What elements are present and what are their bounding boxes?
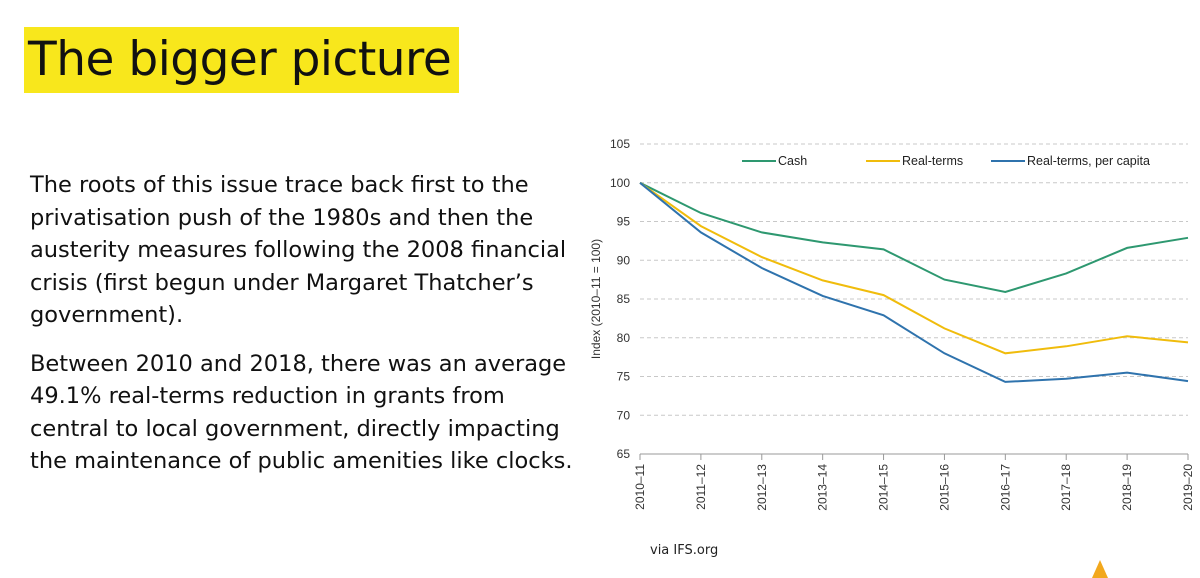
y-tick-label-80: 80 <box>617 331 631 345</box>
x-tick-label-6: 2016–17 <box>998 464 1012 511</box>
x-tick-label-2: 2012–13 <box>755 464 769 511</box>
series-layer <box>639 181 1189 383</box>
x-tick-label-1: 2011–12 <box>694 464 708 510</box>
legend-label-2: Real-terms, per capita <box>1027 154 1150 168</box>
y-tick-label-85: 85 <box>617 292 631 306</box>
x-tick-label-4: 2014–15 <box>877 464 891 511</box>
series-line-1 <box>639 181 1189 355</box>
chart-svg: 65 70 75 80 85 90 95 100 105 2010–11 2011–12 2012–1… <box>589 137 1195 511</box>
legend-layer: Cash Real-terms Real-terms, per capita <box>742 154 1150 168</box>
y-tick-label-65: 65 <box>617 447 631 461</box>
x-tick-label-5: 2015–16 <box>937 464 951 511</box>
line-chart: 65 70 75 80 85 90 95 100 105 2010–11 2011–12 2012–1… <box>580 128 1200 548</box>
y-tick-label-95: 95 <box>617 215 631 229</box>
y-axis-label: Index (2010–11 = 100) <box>589 239 603 359</box>
x-tick-label-7: 2017–18 <box>1059 464 1073 511</box>
body-text: The roots of this issue trace back first… <box>30 169 590 494</box>
x-tick-label-9: 2019–20 <box>1181 464 1195 511</box>
x-tick-label-0: 2010–11 <box>633 464 647 510</box>
series-line-2 <box>639 182 1189 383</box>
source-credit: via IFS.org <box>650 543 719 558</box>
x-tick-label-3: 2013–14 <box>816 464 830 511</box>
y-tick-label-90: 90 <box>617 253 631 267</box>
y-tick-label-70: 70 <box>617 408 631 422</box>
paragraph-roots: The roots of this issue trace back first… <box>30 172 567 328</box>
x-tick-label-8: 2018–19 <box>1120 464 1134 511</box>
paragraph-reduction: Between 2010 and 2018, there was an aver… <box>30 350 573 475</box>
axis-layer: 65 70 75 80 85 90 95 100 105 2010–11 2011–12 2012–1… <box>589 137 1195 511</box>
y-tick-label-100: 100 <box>610 176 630 190</box>
series-line-0 <box>639 181 1189 294</box>
y-tick-label-75: 75 <box>617 370 631 384</box>
y-tick-label-105: 105 <box>610 137 630 151</box>
accent-mark <box>1092 560 1108 578</box>
legend-label-1: Real-terms <box>902 154 963 168</box>
slide-title: The bigger picture <box>28 32 452 87</box>
legend-label-0: Cash <box>778 154 807 168</box>
grid-layer <box>640 143 1188 416</box>
title-highlight: The bigger picture <box>24 27 460 93</box>
